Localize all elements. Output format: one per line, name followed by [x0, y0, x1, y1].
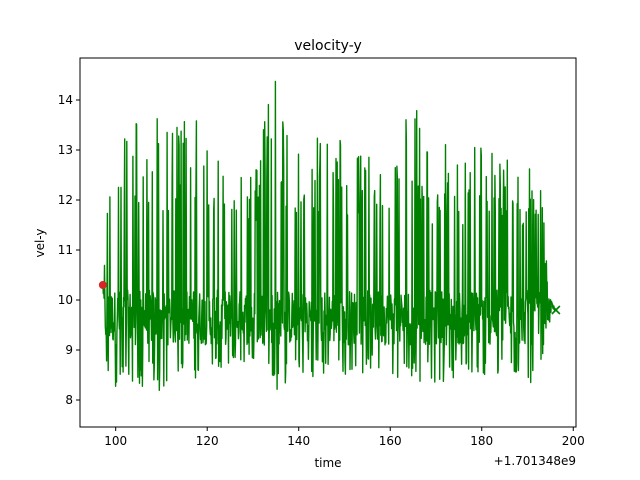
plot-frame — [79, 57, 577, 428]
x-tick-label: 160 — [379, 434, 402, 448]
y-tick-label: 10 — [58, 293, 73, 307]
y-axis-ticks: 8 9 10 11 12 13 14 — [58, 93, 80, 407]
x-tick-label: 120 — [196, 434, 219, 448]
y-tick-label: 12 — [58, 193, 73, 207]
series-layer — [102, 80, 557, 391]
chart-title: velocity-y — [294, 38, 362, 54]
y-tick-label: 8 — [65, 393, 73, 407]
y-tick-label: 13 — [58, 143, 73, 157]
start-marker — [98, 281, 107, 289]
y-axis-label: vel-y — [33, 228, 47, 257]
series-line — [102, 80, 557, 391]
y-tick-label: 11 — [58, 243, 73, 257]
marker-layer — [98, 281, 561, 315]
x-tick-label: 180 — [470, 434, 493, 448]
y-tick-label: 14 — [58, 93, 73, 107]
end-marker-stroke — [551, 305, 561, 315]
x-tick-label: 200 — [562, 434, 585, 448]
end-marker — [551, 305, 561, 315]
x-tick-label: 140 — [287, 434, 310, 448]
y-tick-label: 9 — [65, 343, 73, 357]
x-axis-label: time — [314, 456, 341, 470]
x-tick-label: 100 — [104, 434, 127, 448]
x-axis-offset-label: +1.701348e9 — [494, 454, 576, 468]
x-axis-ticks: 100 120 140 160 180 200 — [104, 427, 585, 448]
